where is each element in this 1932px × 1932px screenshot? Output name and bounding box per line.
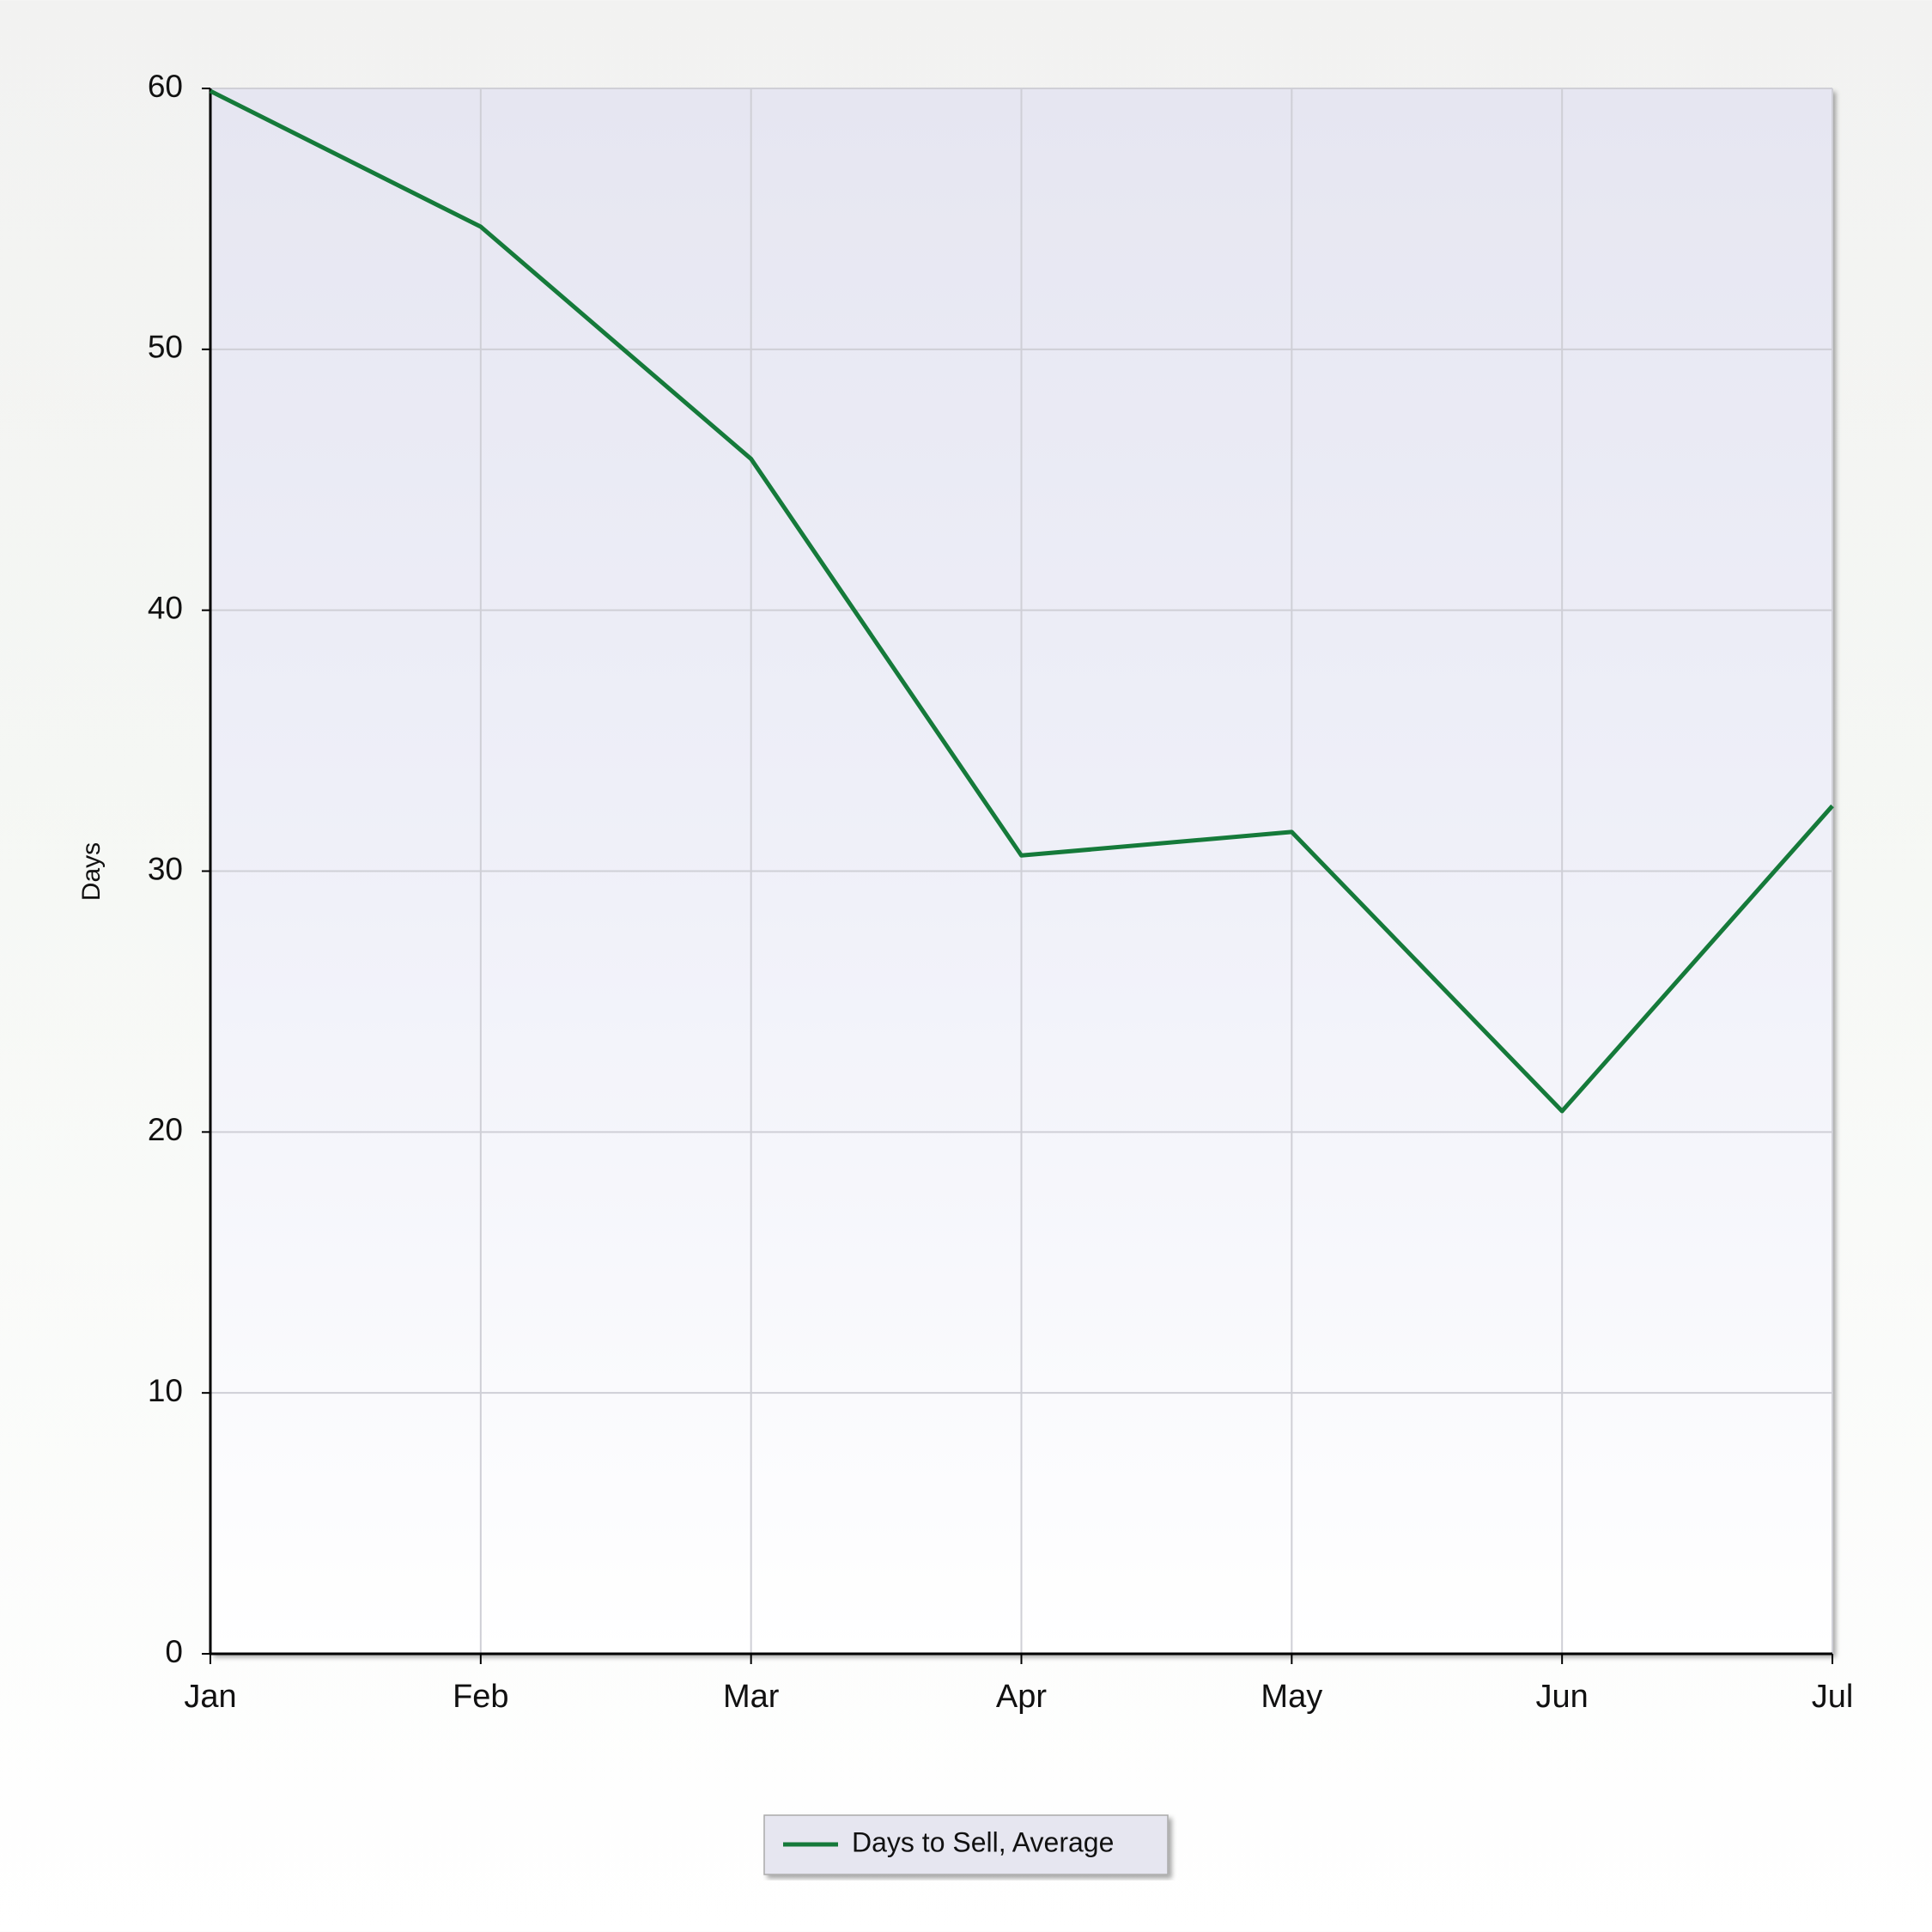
x-tick-label: Mar <box>723 1679 780 1715</box>
legend-label: Days to Sell, Average <box>852 1826 1114 1857</box>
y-tick-label: 20 <box>148 1112 183 1147</box>
x-tick-label: Jul <box>1812 1679 1854 1715</box>
y-tick-label: 40 <box>148 590 183 625</box>
x-tick-label: May <box>1261 1679 1322 1715</box>
y-tick-label: 30 <box>148 851 183 886</box>
y-tick-label: 50 <box>148 330 183 365</box>
x-tick-label: Apr <box>996 1679 1047 1715</box>
line-series <box>209 88 1834 1114</box>
y-tick-label: 60 <box>148 69 183 104</box>
y-tick-label: 10 <box>148 1373 183 1408</box>
x-tick-label: Jun <box>1536 1679 1589 1715</box>
legend: Days to Sell, Average <box>763 1814 1169 1875</box>
x-tick-label: Feb <box>453 1679 508 1715</box>
x-tick-label: Jan <box>184 1679 236 1715</box>
y-axis-title: Days <box>77 842 106 901</box>
y-tick-label: 0 <box>165 1634 183 1669</box>
